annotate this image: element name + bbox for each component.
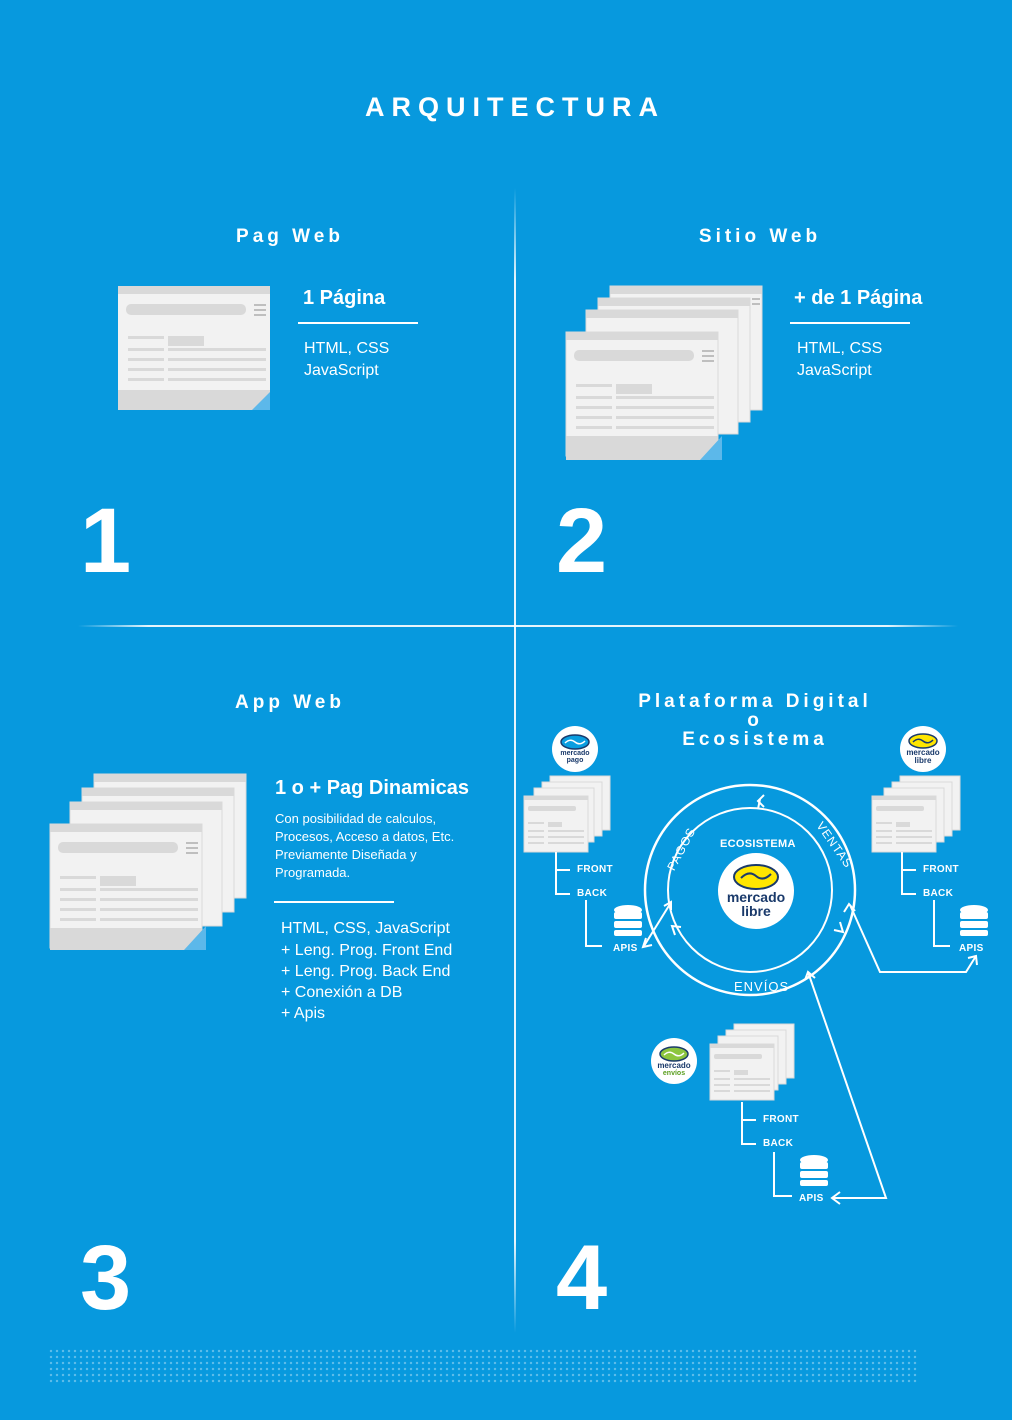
q4-heading-3: Ecosistema: [682, 729, 828, 750]
q2-subtitle: + de 1 Página: [794, 287, 923, 309]
q3-line-3: + Leng. Prog. Back End: [281, 963, 451, 980]
q4-number: 4: [556, 1227, 608, 1329]
pago-logo-text-2: pago: [566, 757, 584, 764]
app-pages-icon: [49, 773, 247, 950]
mercado-pago-logo: mercado pago: [552, 726, 598, 772]
right-back-tag: BACK: [923, 888, 954, 899]
q3-subtitle: 1 o + Pag Dinamicas: [275, 777, 469, 799]
multi-page-icon: [565, 285, 763, 460]
q3-rule: [274, 901, 394, 903]
handshake-icon: [733, 864, 779, 890]
mercado-envios-logo: mercado envíos: [651, 1038, 697, 1084]
handshake-icon: [908, 733, 938, 749]
q3-number: 3: [80, 1227, 132, 1329]
vertical-divider: [514, 188, 516, 1333]
page-title: ARQUITECTURA: [365, 92, 665, 122]
bottom-back-tag: BACK: [763, 1138, 794, 1149]
right-apis-tag: APIS: [959, 943, 984, 954]
center-logo-text-2: libre: [741, 903, 771, 919]
q2-line-2: JavaScript: [797, 362, 872, 379]
q2-rule: [790, 322, 910, 324]
q3-desc-4: Programada.: [275, 865, 351, 880]
bottom-front-tag: FRONT: [763, 1114, 799, 1125]
ecosystem-center-label: ECOSISTEMA: [720, 838, 796, 850]
left-front-tag: FRONT: [577, 864, 613, 875]
mercado-libre-logo: mercado libre: [900, 726, 946, 772]
q1-rule: [298, 322, 418, 324]
right-front-tag: FRONT: [923, 864, 959, 875]
q1-line-1: HTML, CSS: [304, 340, 390, 357]
footer-dot-band: [48, 1348, 918, 1384]
horizontal-divider: [78, 625, 958, 627]
center-logo-text-1: mercado: [726, 889, 786, 905]
left-apis-tag: APIS: [613, 943, 638, 954]
q3-desc-3: Previamente Diseñada y: [275, 847, 417, 862]
single-page-icon: [118, 286, 270, 410]
q3-line-2: + Leng. Prog. Front End: [281, 942, 453, 959]
ecosystem-diagram: [523, 775, 988, 1205]
libre-logo-text-2: libre: [914, 756, 932, 765]
q1-subtitle: 1 Página: [303, 287, 386, 309]
q3-line-5: + Apis: [281, 1005, 326, 1022]
q3-heading: App Web: [235, 692, 345, 713]
handshake-icon: [560, 734, 590, 750]
libre-logo-text-1: mercado: [906, 748, 940, 757]
ring-label-envios: ENVÍOS: [734, 979, 790, 994]
q1-heading: Pag Web: [236, 226, 344, 247]
q3-desc-2: Procesos, Acceso a datos, Etc.: [275, 829, 455, 844]
q1-number: 1: [80, 490, 132, 592]
pago-logo-text-1: mercado: [560, 750, 590, 757]
left-back-tag: BACK: [577, 888, 608, 899]
q1-line-2: JavaScript: [304, 362, 379, 379]
q4-heading-2: o: [747, 710, 763, 731]
mercado-libre-center-logo: mercado libre: [718, 853, 794, 929]
envios-logo-text-1: mercado: [657, 1060, 691, 1070]
envios-logo-text-2: envíos: [662, 1069, 686, 1077]
q3-line-4: + Conexión a DB: [281, 984, 403, 1001]
q2-line-1: HTML, CSS: [797, 340, 883, 357]
handshake-icon: [659, 1045, 689, 1062]
q3-line-1: HTML, CSS, JavaScript: [281, 920, 450, 937]
bottom-apis-tag: APIS: [799, 1193, 824, 1204]
q2-heading: Sitio Web: [698, 226, 822, 247]
q3-desc-1: Con posibilidad de calculos,: [275, 811, 437, 826]
q4-heading-1: Plataforma Digital: [638, 691, 872, 712]
q2-number: 2: [556, 490, 608, 592]
